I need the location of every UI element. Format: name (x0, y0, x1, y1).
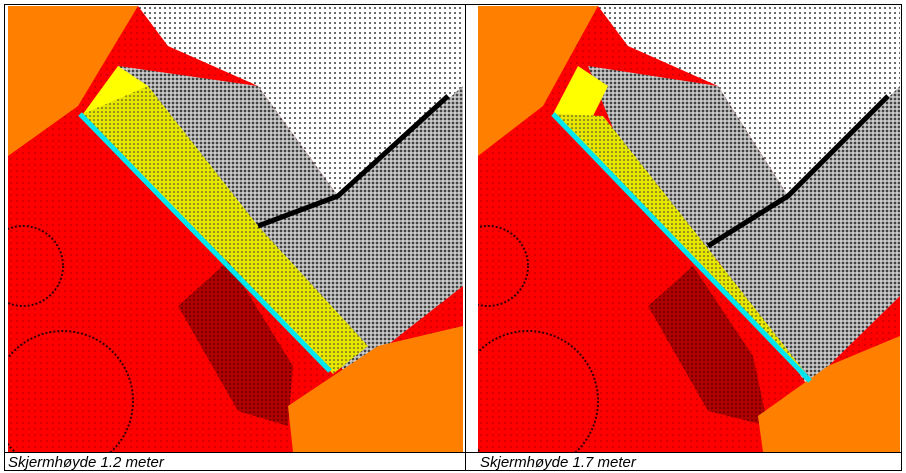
figure-caption: Skjermhøyde 1.2 meter (8, 454, 164, 472)
map-image (8, 6, 463, 452)
cell-divider (465, 4, 466, 471)
row-divider (4, 452, 902, 453)
map-image (478, 6, 900, 452)
figure-caption: Skjermhøyde 1.7 meter (480, 454, 636, 472)
page: Skjermhøyde 1.2 meter Skjermhøyde 1.7 me… (0, 0, 906, 473)
